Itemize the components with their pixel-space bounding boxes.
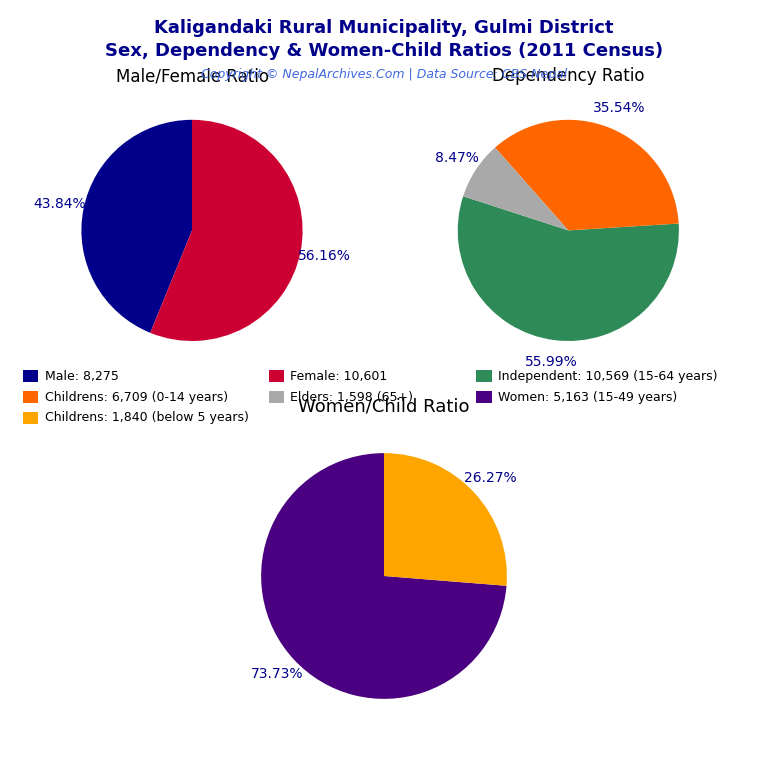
- Title: Women/Child Ratio: Women/Child Ratio: [298, 397, 470, 415]
- Wedge shape: [261, 453, 506, 699]
- Wedge shape: [81, 120, 192, 333]
- Text: 73.73%: 73.73%: [251, 667, 303, 681]
- Text: Kaligandaki Rural Municipality, Gulmi District: Kaligandaki Rural Municipality, Gulmi Di…: [154, 19, 614, 37]
- Text: 55.99%: 55.99%: [525, 355, 578, 369]
- Text: Sex, Dependency & Women-Child Ratios (2011 Census): Sex, Dependency & Women-Child Ratios (20…: [105, 42, 663, 60]
- Text: Women: 5,163 (15-49 years): Women: 5,163 (15-49 years): [498, 391, 677, 403]
- Text: 35.54%: 35.54%: [593, 101, 645, 114]
- Text: Copyright © NepalArchives.Com | Data Source: CBS Nepal: Copyright © NepalArchives.Com | Data Sou…: [201, 68, 567, 81]
- Text: Male: 8,275: Male: 8,275: [45, 370, 118, 382]
- Text: Childrens: 6,709 (0-14 years): Childrens: 6,709 (0-14 years): [45, 391, 227, 403]
- Title: Male/Female Ratio: Male/Female Ratio: [115, 67, 269, 85]
- Text: 56.16%: 56.16%: [298, 250, 351, 263]
- Text: Female: 10,601: Female: 10,601: [290, 370, 388, 382]
- Text: Independent: 10,569 (15-64 years): Independent: 10,569 (15-64 years): [498, 370, 717, 382]
- Text: Childrens: 1,840 (below 5 years): Childrens: 1,840 (below 5 years): [45, 412, 248, 424]
- Text: 26.27%: 26.27%: [464, 471, 517, 485]
- Text: Elders: 1,598 (65+): Elders: 1,598 (65+): [290, 391, 413, 403]
- Wedge shape: [384, 453, 507, 586]
- Wedge shape: [458, 197, 679, 341]
- Title: Dependency Ratio: Dependency Ratio: [492, 67, 644, 85]
- Wedge shape: [495, 120, 679, 230]
- Text: 43.84%: 43.84%: [33, 197, 86, 211]
- Wedge shape: [151, 120, 303, 341]
- Text: 8.47%: 8.47%: [435, 151, 479, 164]
- Wedge shape: [463, 147, 568, 230]
